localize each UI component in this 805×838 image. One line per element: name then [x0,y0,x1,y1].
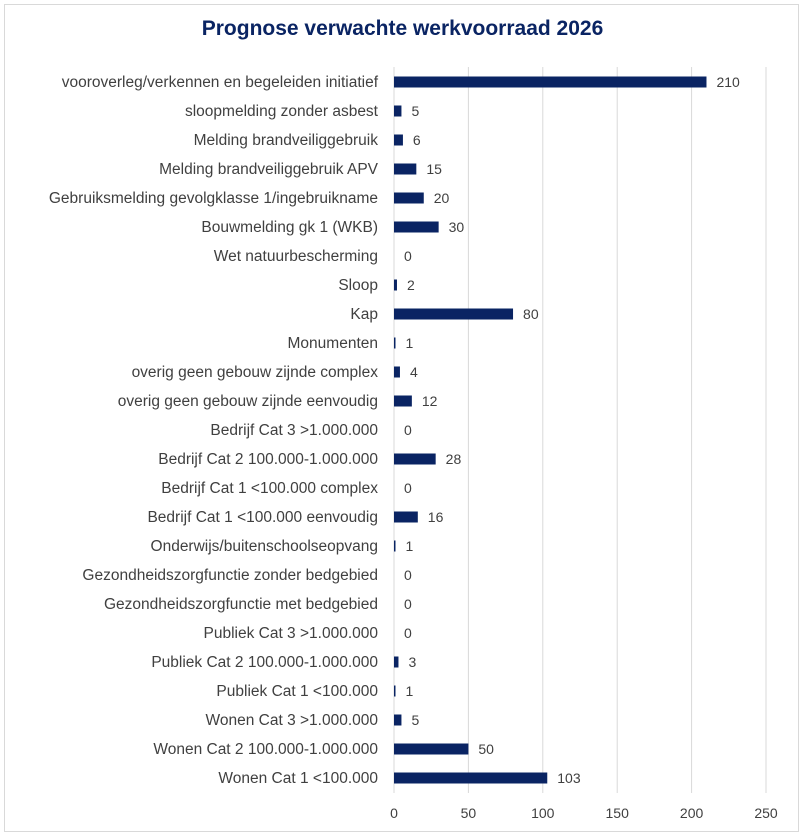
bar [394,105,402,117]
data-label: 28 [446,451,462,467]
category-label: Wet natuurbescherming [214,248,378,265]
data-label: 50 [478,741,494,757]
bar [394,453,436,465]
category-label: Gebruiksmelding gevolgklasse 1/ingebruik… [49,190,378,207]
category-label: Publiek Cat 3 >1.000.000 [203,625,378,642]
category-label: Kap [350,306,378,323]
bar [394,76,707,88]
category-label: Bedrijf Cat 1 <100.000 eenvoudig [147,509,378,526]
x-tick-label: 50 [461,805,477,821]
data-label: 5 [411,103,419,119]
bar [394,134,403,146]
bar [394,308,514,320]
bar [394,511,418,523]
chart-title: Prognose verwachte werkvoorraad 2026 [201,17,604,40]
data-label: 210 [716,74,740,90]
category-label: overig geen gebouw zijnde eenvoudig [118,393,378,410]
x-tick-label: 150 [606,805,630,821]
category-label: Publiek Cat 2 100.000-1.000.000 [151,654,378,671]
data-label: 0 [404,248,412,264]
category-label: Bouwmelding gk 1 (WKB) [201,219,378,236]
bar [394,685,396,697]
data-label: 0 [404,596,412,612]
category-label: Melding brandveiliggebruik [194,132,379,149]
category-label: Bedrijf Cat 3 >1.000.000 [210,422,378,439]
bar [394,337,396,349]
data-label: 12 [422,393,438,409]
data-label: 15 [426,161,442,177]
data-label: 2 [407,277,415,293]
bar [394,743,469,755]
category-label: Gezondheidszorgfunctie zonder bedgebied [82,567,378,584]
category-label: Publiek Cat 1 <100.000 [216,683,378,700]
bar [394,714,402,726]
x-tick-label: 100 [531,805,555,821]
bar [394,163,417,175]
data-label: 20 [434,190,450,206]
bar [394,772,548,784]
data-label: 30 [449,219,465,235]
data-label: 80 [523,306,539,322]
bar [394,395,412,407]
data-label: 0 [404,625,412,641]
category-label: Gezondheidszorgfunctie met bedgebied [104,596,378,613]
data-label: 0 [404,422,412,438]
data-label: 103 [557,770,581,786]
category-label: vooroverleg/verkennen en begeleiden init… [62,74,379,91]
category-label: Wonen Cat 1 <100.000 [218,770,378,787]
x-tick-label: 250 [754,805,778,821]
category-label: Bedrijf Cat 1 <100.000 complex [161,480,378,497]
category-label: Bedrijf Cat 2 100.000-1.000.000 [158,451,378,468]
category-label: Melding brandveiliggebruik APV [159,161,379,178]
category-label: Wonen Cat 3 >1.000.000 [206,712,379,729]
x-tick-label: 200 [680,805,704,821]
data-label: 6 [413,132,421,148]
x-tick-label: 0 [390,805,398,821]
data-label: 1 [405,335,413,351]
data-label: 16 [428,509,444,525]
category-label: Onderwijs/buitenschoolseopvang [151,538,378,555]
category-label: overig geen gebouw zijnde complex [132,364,379,381]
category-label: Sloop [338,277,378,294]
data-label: 5 [411,712,419,728]
data-label: 1 [405,683,413,699]
category-label: Monumenten [288,335,378,352]
bar [394,192,424,204]
data-label: 1 [405,538,413,554]
bar [394,656,399,668]
category-label: sloopmelding zonder asbest [185,103,379,120]
bar [394,366,400,378]
bar [394,540,396,552]
bar [394,221,439,233]
data-label: 3 [408,654,416,670]
data-label: 0 [404,567,412,583]
data-label: 4 [410,364,418,380]
category-label: Wonen Cat 2 100.000-1.000.000 [153,741,378,758]
bar [394,279,397,291]
data-label: 0 [404,480,412,496]
